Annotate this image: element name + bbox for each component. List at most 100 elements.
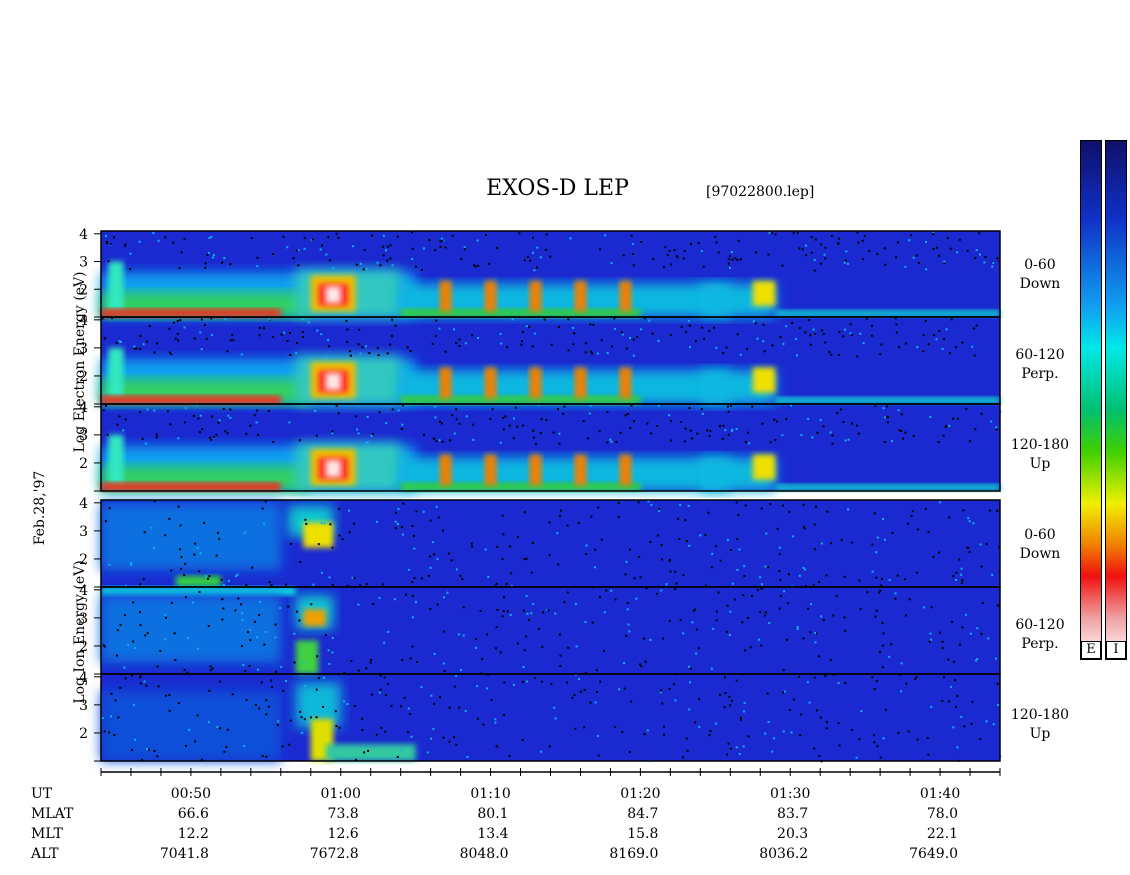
- noise-speck: [123, 614, 126, 617]
- noise-speck: [727, 262, 730, 265]
- noise-speck: [310, 603, 313, 606]
- noise-speck: [343, 671, 346, 674]
- noise-speck: [401, 533, 404, 536]
- noise-speck: [742, 594, 745, 597]
- noise-speck: [712, 627, 715, 630]
- noise-speck: [741, 621, 744, 624]
- noise-speck: [357, 432, 360, 435]
- noise-speck: [586, 437, 589, 440]
- noise-speck: [297, 264, 300, 267]
- noise-speck: [574, 673, 577, 676]
- noise-speck: [565, 681, 568, 684]
- noise-speck: [929, 416, 932, 419]
- noise-speck: [540, 418, 543, 421]
- noise-speck: [640, 665, 643, 668]
- orbit-value-ut: 01:00: [320, 786, 361, 802]
- noise-speck: [682, 574, 685, 577]
- noise-speck: [495, 246, 498, 249]
- orbit-value-mlt: 15.8: [627, 826, 659, 842]
- noise-speck: [132, 640, 135, 643]
- noise-speck: [881, 644, 884, 647]
- noise-speck: [962, 509, 965, 512]
- noise-speck: [303, 718, 306, 721]
- y-tick-label: 3: [79, 698, 88, 714]
- noise-speck: [686, 749, 689, 752]
- noise-speck: [897, 731, 900, 734]
- noise-speck: [813, 523, 816, 526]
- noise-speck: [299, 561, 302, 564]
- noise-speck: [782, 691, 785, 694]
- noise-speck: [457, 633, 460, 636]
- electron-p2-red-floor: [101, 395, 281, 404]
- noise-speck: [900, 429, 903, 432]
- noise-speck: [916, 738, 919, 741]
- noise-speck: [927, 531, 930, 534]
- noise-speck: [792, 232, 795, 235]
- noise-speck: [983, 261, 986, 264]
- noise-speck: [807, 417, 810, 420]
- noise-speck: [778, 546, 781, 549]
- noise-speck: [442, 239, 445, 242]
- noise-speck: [260, 681, 263, 684]
- noise-speck: [180, 567, 183, 570]
- noise-speck: [792, 535, 795, 538]
- noise-speck: [204, 262, 207, 265]
- noise-speck: [370, 434, 373, 437]
- noise-speck: [956, 417, 959, 420]
- noise-speck: [429, 566, 432, 569]
- noise-speck: [729, 704, 732, 707]
- noise-speck: [516, 535, 519, 538]
- noise-speck: [624, 573, 627, 576]
- noise-speck: [696, 432, 699, 435]
- noise-speck: [196, 647, 199, 650]
- noise-speck: [810, 236, 813, 239]
- noise-speck: [422, 247, 425, 250]
- noise-speck: [504, 415, 507, 418]
- noise-speck: [184, 744, 187, 747]
- noise-speck: [882, 632, 885, 635]
- noise-speck: [143, 531, 146, 534]
- noise-speck: [298, 619, 301, 622]
- noise-speck: [729, 549, 732, 552]
- y-tick-label: 2: [79, 639, 88, 655]
- noise-speck: [643, 733, 646, 736]
- noise-speck: [917, 261, 920, 264]
- noise-speck: [952, 417, 955, 420]
- noise-speck: [960, 715, 963, 718]
- noise-speck: [297, 249, 300, 252]
- noise-speck: [381, 245, 384, 248]
- noise-speck: [569, 237, 572, 240]
- electron-p3-low-floor: [775, 483, 1000, 491]
- noise-speck: [450, 559, 453, 562]
- noise-speck: [375, 733, 378, 736]
- noise-speck: [978, 253, 981, 256]
- noise-speck: [397, 507, 400, 510]
- noise-speck: [117, 716, 120, 719]
- noise-speck: [802, 566, 805, 569]
- noise-speck: [855, 756, 858, 759]
- noise-speck: [635, 597, 638, 600]
- noise-speck: [303, 247, 306, 250]
- noise-speck: [662, 637, 665, 640]
- noise-speck: [582, 420, 585, 423]
- noise-speck: [831, 442, 834, 445]
- noise-speck: [264, 500, 267, 503]
- noise-speck: [411, 258, 414, 261]
- noise-speck: [727, 410, 730, 413]
- noise-speck: [428, 239, 431, 242]
- noise-speck: [955, 579, 958, 582]
- noise-speck: [559, 654, 562, 657]
- noise-speck: [985, 720, 988, 723]
- orbit-row-label-mlt: MLT: [31, 826, 63, 842]
- noise-speck: [661, 702, 664, 705]
- noise-speck: [414, 265, 417, 268]
- noise-speck: [860, 710, 863, 713]
- noise-speck: [271, 686, 274, 689]
- noise-speck: [393, 598, 396, 601]
- noise-speck: [533, 269, 536, 272]
- noise-speck: [764, 732, 767, 735]
- noise-speck: [509, 545, 512, 548]
- noise-speck: [464, 709, 467, 712]
- noise-speck: [870, 334, 873, 337]
- noise-speck: [211, 334, 214, 337]
